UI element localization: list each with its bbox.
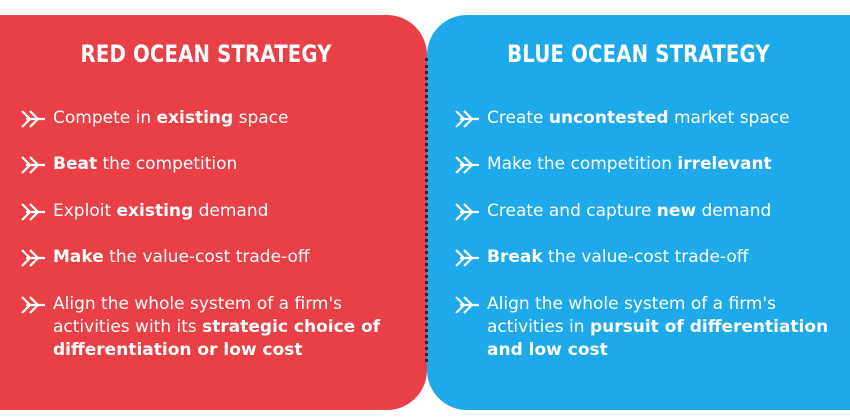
red-ocean-item-text: Exploit existing demand xyxy=(53,201,269,221)
red-ocean-panel: RED OCEAN STRATEGY Compete in existing s… xyxy=(0,15,427,410)
double-chevron-arrow-icon xyxy=(20,155,46,175)
double-chevron-arrow-icon xyxy=(454,155,480,175)
blue-ocean-item: Align the whole system of a firm's activ… xyxy=(454,293,849,362)
double-chevron-arrow-icon xyxy=(20,295,46,315)
red-ocean-item-text: Make the value-cost trade-off xyxy=(53,247,310,267)
double-chevron-arrow-icon xyxy=(20,248,46,268)
dotted-divider xyxy=(425,58,428,362)
blue-ocean-item: Create uncontested market space xyxy=(454,107,849,130)
double-chevron-arrow-icon xyxy=(454,248,480,268)
blue-ocean-item: Make the competition irrelevant xyxy=(454,153,849,176)
blue-ocean-item-text: Align the whole system of a firm's activ… xyxy=(487,294,829,360)
blue-ocean-item: Create and capture new demand xyxy=(454,200,849,223)
red-ocean-item: Beat the competition xyxy=(20,153,420,176)
red-ocean-item: Align the whole system of a firm's activ… xyxy=(20,293,420,362)
blue-ocean-item-text: Make the competition irrelevant xyxy=(487,154,772,174)
red-ocean-item: Compete in existing space xyxy=(20,107,420,130)
red-ocean-item-text: Beat the competition xyxy=(53,154,238,174)
red-ocean-item-text: Align the whole system of a firm's activ… xyxy=(53,294,381,360)
double-chevron-arrow-icon xyxy=(20,109,46,129)
double-chevron-arrow-icon xyxy=(454,202,480,222)
blue-ocean-item-text: Create uncontested market space xyxy=(487,108,790,128)
red-ocean-title: RED OCEAN STRATEGY xyxy=(80,40,332,68)
blue-ocean-item: Break the value-cost trade-off xyxy=(454,246,849,269)
double-chevron-arrow-icon xyxy=(20,202,46,222)
blue-ocean-item-text: Break the value-cost trade-off xyxy=(487,247,749,267)
blue-ocean-title: BLUE OCEAN STRATEGY xyxy=(507,40,770,68)
red-ocean-item-text: Compete in existing space xyxy=(53,108,289,128)
blue-ocean-item-text: Create and capture new demand xyxy=(487,201,772,221)
red-ocean-item: Make the value-cost trade-off xyxy=(20,246,420,269)
blue-ocean-panel: BLUE OCEAN STRATEGY Create uncontested m… xyxy=(427,15,850,410)
double-chevron-arrow-icon xyxy=(454,295,480,315)
red-ocean-item: Exploit existing demand xyxy=(20,200,420,223)
double-chevron-arrow-icon xyxy=(454,109,480,129)
